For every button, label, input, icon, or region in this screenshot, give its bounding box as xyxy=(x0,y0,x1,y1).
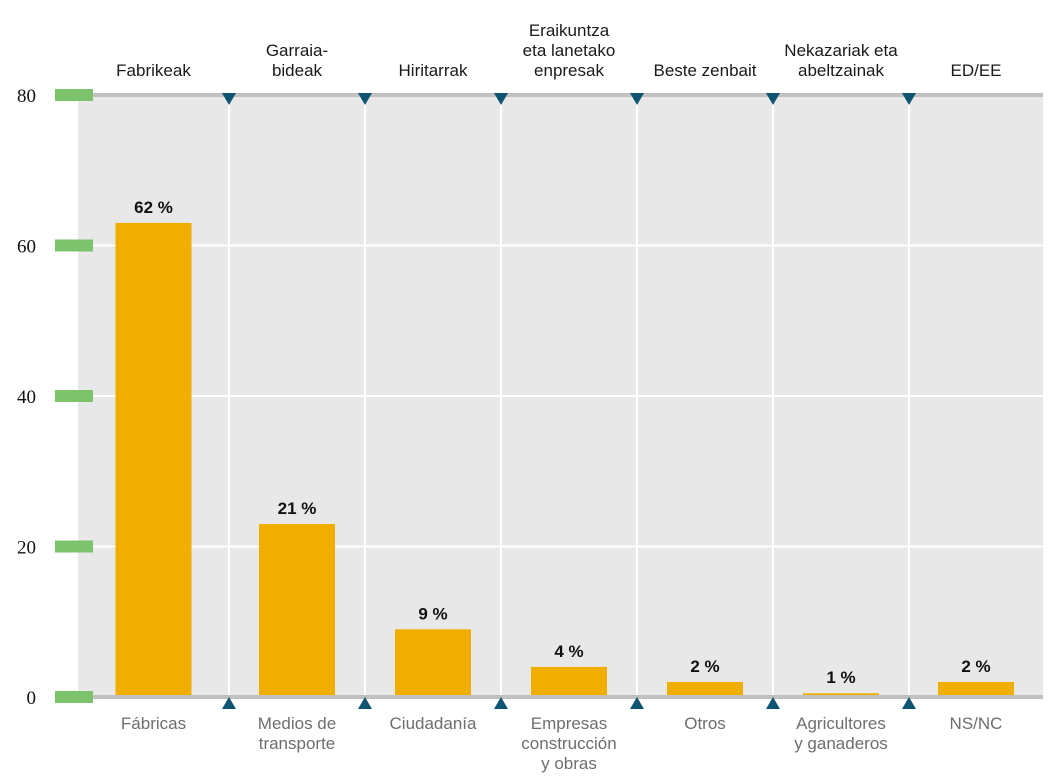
bottom-category-label: y ganaderos xyxy=(794,734,888,753)
separator-triangle-up xyxy=(766,697,780,709)
bar-value-label: 62 % xyxy=(134,198,173,217)
top-category-label: Garraia- xyxy=(266,41,328,60)
separator-triangle-down xyxy=(222,93,236,105)
top-category-label: Beste zenbait xyxy=(653,61,756,80)
bottom-category-label: Fábricas xyxy=(121,714,186,733)
bar-value-label: 1 % xyxy=(826,668,855,687)
separator-triangle-up xyxy=(222,697,236,709)
bar-value-label: 21 % xyxy=(278,499,317,518)
bar-value-label: 2 % xyxy=(961,657,990,676)
separator-triangle-up xyxy=(630,697,644,709)
bar xyxy=(395,629,471,695)
bottom-category-label: y obras xyxy=(541,754,597,773)
separator-triangle-down xyxy=(494,93,508,105)
y-axis-ticks: 0 20 40 60 80 xyxy=(17,86,93,709)
separator-triangle-down xyxy=(902,93,916,105)
y-tick-label: 80 xyxy=(17,86,36,107)
top-category-label: ED/EE xyxy=(950,61,1001,80)
y-tick-marker xyxy=(55,89,93,101)
top-category-labels: Fabrikeak Garraia-bideak Hiritarrak Eraikun… xyxy=(116,21,1001,80)
y-tick-label: 40 xyxy=(17,387,36,408)
bottom-category-label: Medios de xyxy=(258,714,336,733)
separator-triangle-up xyxy=(902,697,916,709)
top-category-label: Fabrikeak xyxy=(116,61,191,80)
bar-value-label: 2 % xyxy=(690,657,719,676)
top-category-label: bideak xyxy=(272,61,323,80)
bar-value-label: 4 % xyxy=(554,642,583,661)
y-tick-marker xyxy=(55,540,93,553)
bottom-category-label: Empresas xyxy=(531,714,608,733)
top-category-label: abeltzainak xyxy=(798,61,885,80)
y-tick-label: 60 xyxy=(17,237,36,258)
y-tick-marker xyxy=(55,691,93,703)
y-tick-label: 20 xyxy=(17,538,36,559)
separator-triangle-down xyxy=(358,93,372,105)
axis-frame xyxy=(78,93,1043,699)
bars xyxy=(115,222,1014,696)
y-tick-marker xyxy=(55,239,93,252)
bottom-category-label: Ciudadanía xyxy=(390,714,478,733)
bar-value-label: 9 % xyxy=(418,604,447,623)
y-tick-marker xyxy=(55,390,93,402)
separator-triangle-down xyxy=(766,93,780,105)
bar xyxy=(803,693,879,695)
value-labels: 62 % 21 % 9 % 4 % 2 % 1 % 2 % xyxy=(134,198,991,687)
bar xyxy=(667,681,743,695)
bottom-category-label: Otros xyxy=(684,714,726,733)
bottom-category-label: construcción xyxy=(521,734,616,753)
bottom-category-label: transporte xyxy=(259,734,336,753)
separator-triangle-up xyxy=(494,697,508,709)
top-category-label: enpresak xyxy=(534,61,604,80)
top-category-label: Nekazariak eta xyxy=(784,41,898,60)
bar xyxy=(531,666,607,695)
separator-triangle-down xyxy=(630,93,644,105)
bar xyxy=(115,222,192,696)
grid-lines xyxy=(78,95,1043,697)
bottom-category-label: NS/NC xyxy=(950,714,1003,733)
top-category-label: Hiritarrak xyxy=(399,61,468,80)
separator-triangle-up xyxy=(358,697,372,709)
bar xyxy=(938,681,1014,695)
top-category-label: Eraikuntza xyxy=(529,21,610,40)
bar xyxy=(259,523,335,695)
top-category-label: eta lanetako xyxy=(523,41,616,60)
category-separators xyxy=(222,93,916,709)
y-tick-label: 0 xyxy=(27,688,37,709)
bottom-category-label: Agricultores xyxy=(796,714,886,733)
